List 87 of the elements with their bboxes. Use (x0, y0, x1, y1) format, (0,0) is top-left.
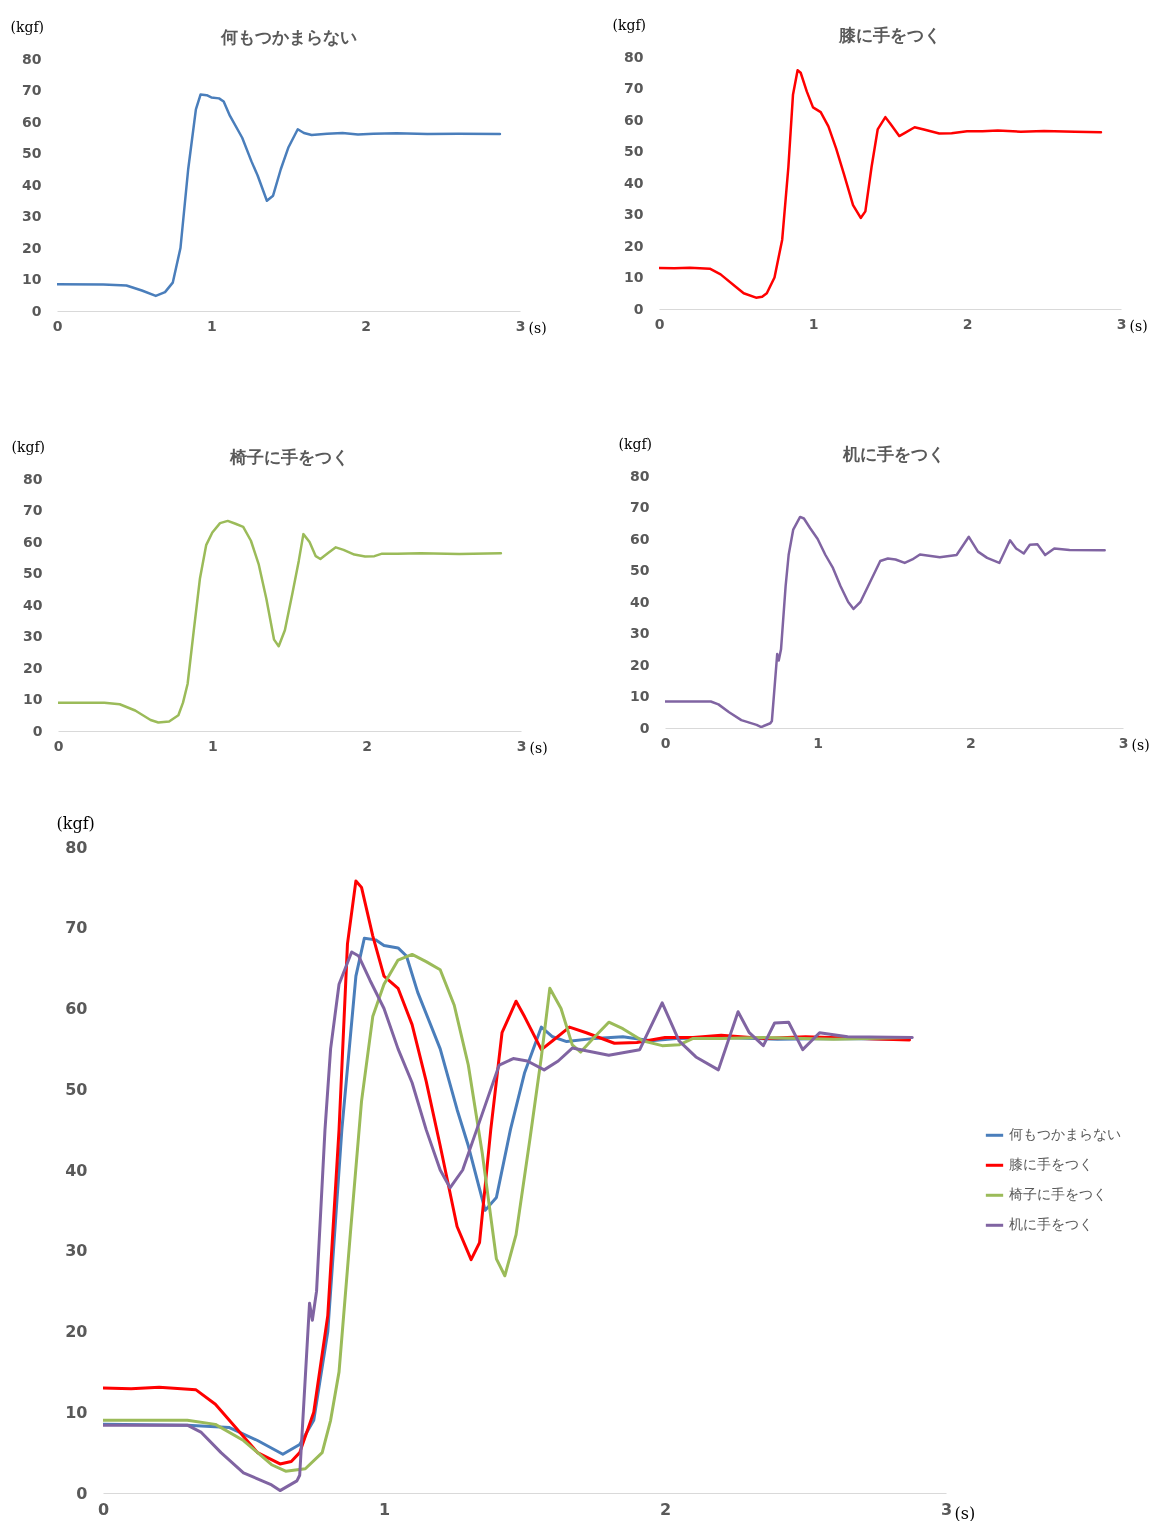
y-tick-label: 10 (630, 688, 650, 704)
x-axis-title: (s) (954, 1503, 976, 1521)
y-tick-label: 20 (630, 656, 650, 673)
y-tick-label: 20 (624, 237, 644, 254)
legend-label: 机に手をつく (1009, 1216, 1093, 1233)
x-axis-title: (s) (1129, 317, 1148, 334)
x-tick-label: 2 (962, 315, 973, 332)
y-tick-label: 30 (65, 1241, 88, 1261)
y-tick-label: 60 (624, 111, 644, 128)
y-tick-label: 40 (23, 596, 43, 613)
y-tick-label: 30 (630, 625, 650, 641)
x-axis-title: (s) (528, 319, 547, 336)
y-tick-label: 80 (22, 50, 42, 67)
y-tick-label: 0 (32, 722, 43, 739)
legend-label: 椅子に手をつく (1009, 1186, 1107, 1203)
x-tick-label: 3 (940, 1499, 953, 1519)
y-tick-label: 30 (624, 206, 644, 222)
x-tick-label: 1 (206, 317, 217, 334)
line-series (665, 515, 1106, 728)
x-tick-label: 1 (808, 315, 819, 332)
y-tick-label: 30 (22, 208, 42, 224)
chart-title: 椅子に手をつく (229, 447, 349, 467)
x-tick-label: 0 (53, 737, 64, 754)
y-tick-label: 70 (630, 499, 650, 515)
x-tick-label: 0 (52, 317, 63, 334)
y-tick-label: 20 (23, 659, 43, 676)
y-tick-label: 20 (22, 239, 42, 256)
x-axis-title: (s) (1131, 736, 1150, 753)
x-tick-label: 1 (378, 1499, 391, 1519)
y-tick-label: 0 (633, 300, 644, 317)
legend-label: 膝に手をつく (1009, 1156, 1093, 1173)
y-tick-label: 80 (624, 48, 644, 65)
line-series (58, 519, 503, 724)
x-tick-label: 0 (97, 1499, 110, 1519)
y-tick-label: 50 (624, 143, 644, 159)
y-tick-label: 50 (23, 565, 43, 581)
y-tick-label: 40 (630, 593, 650, 610)
y-tick-label: 80 (65, 837, 88, 857)
line-series (659, 68, 1103, 299)
y-axis-title: (kgf) (11, 438, 46, 455)
x-tick-label: 3 (1116, 315, 1127, 332)
y-tick-label: 60 (22, 113, 42, 130)
y-tick-label: 40 (65, 1160, 88, 1180)
y-tick-label: 50 (22, 145, 42, 161)
chart-title: 机に手をつく (842, 444, 945, 464)
y-tick-label: 70 (22, 82, 42, 98)
y-tick-label: 80 (630, 467, 650, 484)
y-tick-label: 10 (23, 691, 43, 707)
x-tick-label: 3 (1118, 734, 1129, 751)
y-tick-label: 10 (65, 1402, 88, 1422)
y-tick-label: 70 (23, 502, 43, 518)
x-tick-label: 2 (361, 317, 372, 334)
x-axis-title: (s) (529, 739, 548, 756)
x-tick-label: 0 (654, 315, 665, 332)
x-tick-label: 1 (813, 734, 824, 751)
y-tick-label: 10 (22, 271, 42, 287)
y-tick-label: 60 (630, 530, 650, 547)
y-axis-title: (kgf) (56, 813, 95, 833)
y-axis-title: (kgf) (612, 16, 647, 33)
y-tick-label: 0 (639, 719, 650, 736)
y-tick-label: 80 (23, 470, 43, 487)
x-tick-label: 3 (516, 737, 527, 754)
x-tick-label: 3 (515, 317, 526, 334)
y-tick-label: 60 (23, 533, 43, 550)
y-axis-title: (kgf) (10, 18, 45, 35)
y-tick-label: 10 (624, 269, 644, 285)
y-tick-label: 60 (65, 999, 88, 1018)
y-tick-label: 70 (65, 918, 88, 938)
y-tick-label: 70 (624, 80, 644, 96)
y-tick-label: 50 (65, 1079, 88, 1099)
chart-title: 何もつかまらない (219, 27, 357, 47)
x-tick-label: 2 (965, 734, 976, 751)
chart-title: 膝に手をつく (838, 25, 941, 45)
y-tick-label: 40 (22, 176, 42, 193)
x-tick-label: 2 (659, 1499, 672, 1519)
y-tick-label: 30 (23, 628, 43, 644)
line-series (57, 93, 502, 298)
y-tick-label: 0 (31, 302, 42, 319)
legend-label: 何もつかまらない (1009, 1126, 1121, 1143)
y-tick-label: 0 (76, 1483, 88, 1503)
x-tick-label: 0 (660, 734, 671, 751)
y-tick-label: 40 (624, 174, 644, 191)
x-tick-label: 1 (207, 737, 218, 754)
y-tick-label: 50 (630, 562, 650, 578)
y-tick-label: 20 (65, 1322, 88, 1341)
y-axis-title: (kgf) (618, 435, 653, 452)
x-tick-label: 2 (362, 737, 373, 754)
